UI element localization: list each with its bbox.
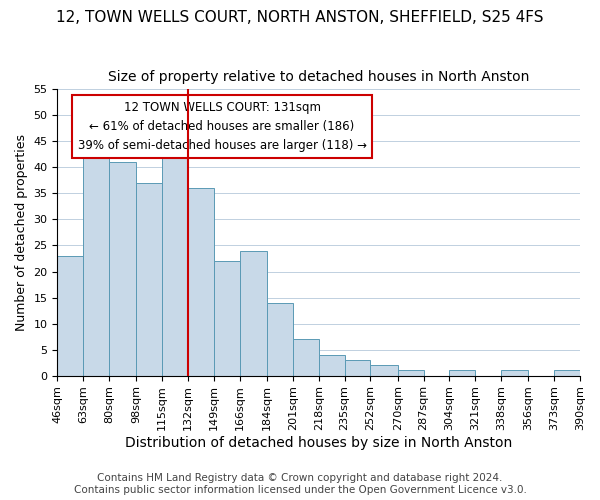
Bar: [293, 339, 319, 376]
Bar: [214, 261, 240, 376]
X-axis label: Distribution of detached houses by size in North Anston: Distribution of detached houses by size …: [125, 436, 512, 450]
Bar: [240, 250, 267, 376]
Bar: [58, 256, 83, 376]
Text: 12, TOWN WELLS COURT, NORTH ANSTON, SHEFFIELD, S25 4FS: 12, TOWN WELLS COURT, NORTH ANSTON, SHEF…: [56, 10, 544, 25]
Bar: [370, 365, 398, 376]
Bar: [319, 355, 344, 376]
Bar: [267, 302, 293, 376]
Bar: [83, 142, 109, 376]
Title: Size of property relative to detached houses in North Anston: Size of property relative to detached ho…: [108, 70, 529, 84]
Bar: [162, 142, 188, 376]
Bar: [136, 183, 162, 376]
Bar: [109, 162, 136, 376]
Bar: [449, 370, 475, 376]
Text: Contains HM Land Registry data © Crown copyright and database right 2024.
Contai: Contains HM Land Registry data © Crown c…: [74, 474, 526, 495]
Bar: [344, 360, 370, 376]
Y-axis label: Number of detached properties: Number of detached properties: [15, 134, 28, 331]
Bar: [188, 188, 214, 376]
Bar: [554, 370, 580, 376]
Text: 12 TOWN WELLS COURT: 131sqm
← 61% of detached houses are smaller (186)
39% of se: 12 TOWN WELLS COURT: 131sqm ← 61% of det…: [77, 101, 367, 152]
Bar: [398, 370, 424, 376]
Bar: [501, 370, 529, 376]
